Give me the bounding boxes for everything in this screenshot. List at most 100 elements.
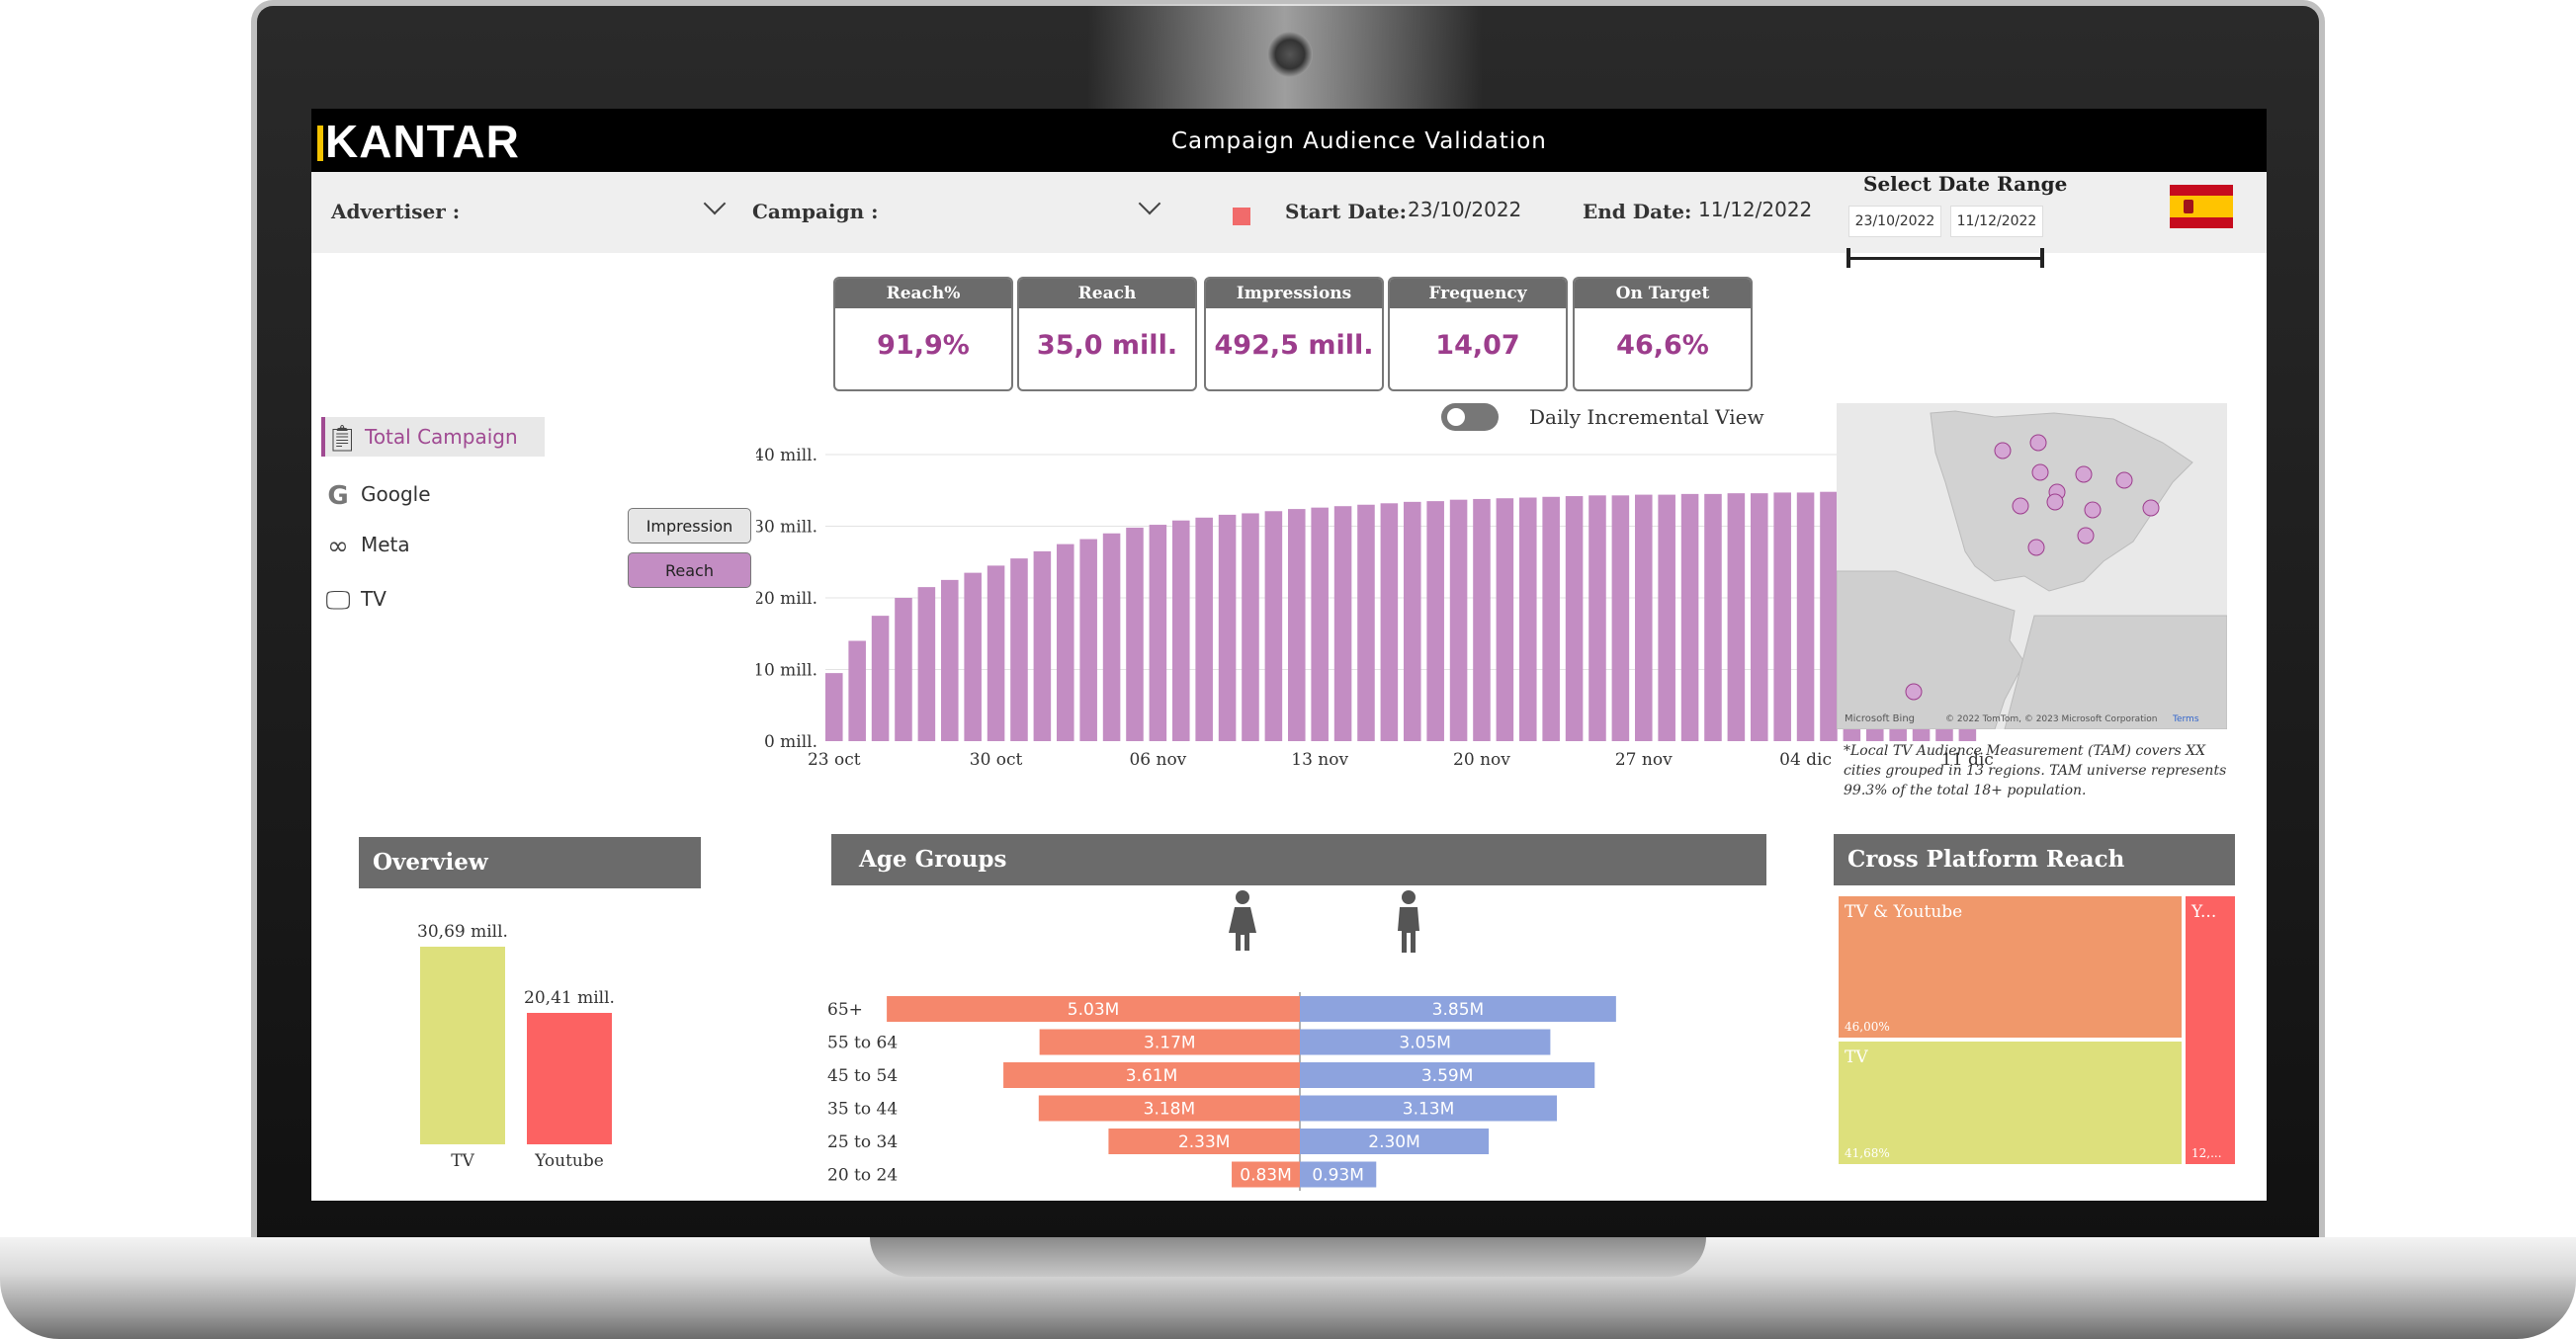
- treemap-cell-tv[interactable]: TV 41,68%: [1837, 1040, 2184, 1166]
- nav-google[interactable]: G Google: [321, 474, 431, 514]
- kpi-label: Reach%: [835, 279, 1011, 308]
- reach-bar: [1311, 507, 1329, 741]
- treemap-percent: 41,68%: [1845, 1146, 1890, 1160]
- reach-bar: [1033, 550, 1052, 741]
- male-value-label: 2.30M: [1368, 1132, 1420, 1152]
- nav-label: Google: [361, 482, 431, 506]
- y-tick-label: 0 mill.: [764, 732, 817, 752]
- reach-bar: [1242, 513, 1259, 741]
- nav-label: Meta: [361, 533, 410, 556]
- map-marker[interactable]: [2142, 499, 2160, 517]
- male-bar: [1300, 1062, 1595, 1088]
- female-value-label: 3.61M: [1126, 1066, 1178, 1086]
- advertiser-dropdown-chevron-icon[interactable]: [703, 192, 727, 215]
- reach-bar: [1057, 544, 1074, 741]
- toggle-label: Daily Incremental View: [1529, 405, 1764, 429]
- age-category-label: 55 to 64: [827, 1034, 898, 1053]
- map-marker[interactable]: [2075, 465, 2093, 483]
- report-title: Campaign Audience Validation: [1171, 128, 1547, 154]
- end-date-value: 11/12/2022: [1698, 198, 1813, 221]
- age-groups-header: Age Groups: [831, 834, 1766, 885]
- treemap-cell-tv-youtube[interactable]: TV & Youtube 46,00%: [1837, 894, 2184, 1040]
- kpi-value: 14,07: [1435, 330, 1520, 361]
- reach-bar: [1449, 499, 1468, 741]
- range-from-input[interactable]: 23/10/2022: [1848, 206, 1941, 237]
- treemap-label: TV: [1845, 1047, 1868, 1067]
- male-value-label: 3.13M: [1403, 1100, 1455, 1120]
- impression-button[interactable]: Impression: [628, 508, 751, 544]
- slider-handle-end[interactable]: [2040, 248, 2044, 268]
- map-marker[interactable]: [2027, 539, 2045, 556]
- x-tick-label: 04 dic: [1779, 750, 1832, 770]
- nav-meta[interactable]: ∞ Meta: [321, 525, 410, 564]
- map-marker[interactable]: [2031, 463, 2049, 481]
- female-bar: [1003, 1062, 1300, 1088]
- reach-bar: [1195, 517, 1213, 741]
- reach-bar: [1496, 498, 1514, 741]
- female-bar: [1038, 1095, 1300, 1122]
- treemap-percent: 12,...: [2191, 1146, 2222, 1160]
- map-marker[interactable]: [2012, 497, 2029, 515]
- toggle-knob[interactable]: [1447, 408, 1465, 426]
- tam-footnote: *Local TV Audience Measurement (TAM) cov…: [1844, 743, 2227, 798]
- overview-category-label: TV: [451, 1151, 474, 1171]
- map-marker[interactable]: [2077, 527, 2095, 544]
- reach-bar: [964, 572, 982, 741]
- male-bar: [1300, 1129, 1490, 1154]
- y-tick-label: 20 mill.: [756, 589, 817, 609]
- reach-button[interactable]: Reach: [628, 552, 751, 588]
- reach-bar: [1727, 493, 1746, 741]
- regions-map[interactable]: Microsoft Bing © 2022 TomTom, © 2023 Mic…: [1837, 403, 2227, 729]
- map-marker[interactable]: [2046, 493, 2064, 511]
- end-date-label: End Date:: [1583, 200, 1692, 223]
- overview-chart: 30,69 mill. TV 20,41 mill. Youtube: [417, 922, 615, 1171]
- map-attribution-right: © 2022 TomTom, © 2023 Microsoft Corporat…: [1945, 714, 2157, 724]
- google-icon: G: [327, 480, 349, 511]
- treemap-cell-youtube[interactable]: Y... 12,...: [2184, 894, 2237, 1166]
- kpi-label: On Target: [1575, 279, 1751, 308]
- reach-bar: [1172, 520, 1190, 741]
- y-tick-label: 10 mill.: [756, 661, 817, 681]
- slider-handle-start[interactable]: [1846, 248, 1850, 268]
- range-to-input[interactable]: 11/12/2022: [1950, 206, 2043, 237]
- laptop-notch: [870, 1237, 1706, 1277]
- north-africa-shape: [1837, 570, 2025, 729]
- map-marker[interactable]: [2115, 471, 2133, 489]
- age-category-label: 20 to 24: [827, 1166, 898, 1186]
- date-range-slider[interactable]: [1846, 248, 2044, 268]
- date-range-title: Select Date Range: [1863, 172, 2068, 196]
- nav-tv[interactable]: 🖵︎ TV: [321, 579, 386, 619]
- reach-bar: [1380, 503, 1399, 741]
- reach-bar: [1751, 493, 1768, 741]
- age-groups-chart: 65+ 5.03M 3.85M 55 to 64 3.17M 3.05M 45 to 54 3…: [827, 992, 1616, 1191]
- top-bar: KANTAR Campaign Audience Validation: [311, 109, 2267, 172]
- map-marker[interactable]: [2029, 434, 2047, 452]
- map-terms-link[interactable]: Terms: [2172, 714, 2199, 724]
- overview-category-label: Youtube: [534, 1151, 604, 1171]
- clipboard-icon: 📋︎: [325, 423, 359, 454]
- map-marker[interactable]: [1994, 442, 2012, 460]
- nav-total-campaign[interactable]: 📋︎ Total Campaign: [321, 417, 545, 457]
- kpi-value: 91,9%: [877, 330, 970, 361]
- logo-accent: [317, 126, 323, 161]
- kpi-reach-percent: Reach% 91,9%: [833, 277, 1013, 391]
- reach-bar: [871, 616, 890, 741]
- kpi-impressions: Impressions 492,5 mill.: [1204, 277, 1384, 391]
- overview-bar: [527, 1012, 612, 1144]
- overview-header: Overview: [359, 837, 701, 888]
- map-marker[interactable]: [2084, 501, 2102, 519]
- male-icon: [1398, 890, 1419, 953]
- daily-incremental-toggle[interactable]: [1441, 403, 1499, 431]
- overview-bar: [420, 947, 505, 1144]
- map-marker[interactable]: [1905, 683, 1923, 701]
- kpi-value: 46,6%: [1616, 330, 1709, 361]
- female-value-label: 3.17M: [1144, 1034, 1196, 1053]
- reach-bar: [1773, 492, 1791, 741]
- spain-flag-icon[interactable]: [2170, 185, 2233, 228]
- female-bar: [887, 996, 1300, 1022]
- campaign-dropdown-chevron-icon[interactable]: [1138, 192, 1161, 215]
- flag-emblem: [2184, 200, 2193, 213]
- campaign-label: Campaign :: [752, 200, 879, 223]
- kpi-on-target: On Target 46,6%: [1573, 277, 1753, 391]
- reach-bar: [987, 565, 1005, 741]
